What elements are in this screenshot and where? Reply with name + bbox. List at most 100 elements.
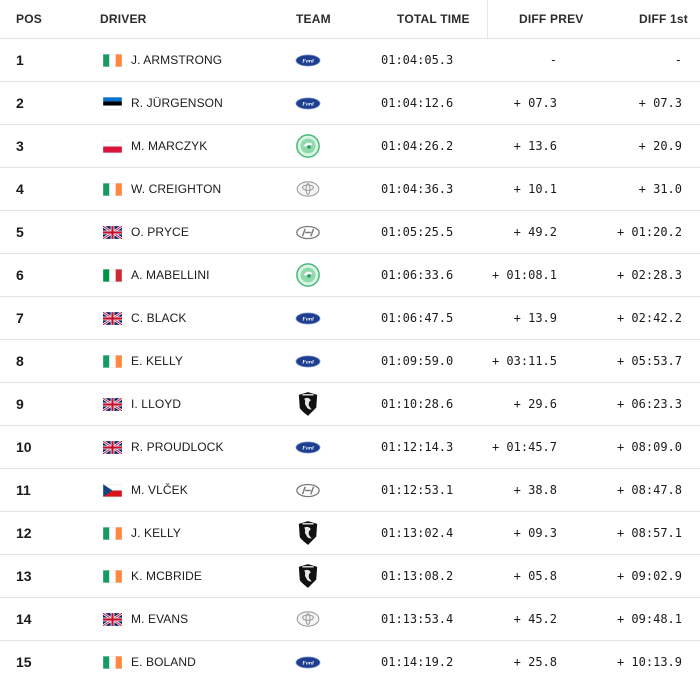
- total-time: 01:14:19.2: [381, 655, 454, 669]
- total-time: 01:09:59.0: [381, 354, 454, 368]
- ford-logo: Ford: [294, 46, 322, 74]
- position: 10: [16, 439, 32, 455]
- table-row[interactable]: 4 W. CREIGHTON 01:04:36.3 + 10.1 + 31.0: [0, 167, 700, 210]
- driver-name[interactable]: M. EVANS: [131, 612, 189, 626]
- diff-first: + 10:13.9: [616, 655, 682, 669]
- driver-name[interactable]: K. MCBRIDE: [131, 569, 203, 583]
- total-time: 01:10:28.6: [381, 397, 454, 411]
- uk-flag: [102, 311, 123, 326]
- diff-first: + 02:28.3: [616, 268, 682, 282]
- ireland-flag: [102, 569, 123, 584]
- diff-prev: + 07.3: [513, 96, 557, 110]
- ireland-flag: [102, 354, 123, 369]
- diff-first: + 05:53.7: [616, 354, 682, 368]
- hyundai-logo: [294, 476, 322, 504]
- ford-logo: Ford: [294, 648, 322, 676]
- ireland-flag: [102, 53, 123, 68]
- header-diff-first: DIFF 1st: [639, 12, 688, 26]
- diff-prev: + 45.2: [513, 612, 557, 626]
- position: 11: [16, 482, 31, 498]
- toyota-logo: [294, 175, 322, 203]
- position: 5: [16, 224, 24, 240]
- table-row[interactable]: 13 K. MCBRIDE 01:13:08.2 + 05.8 + 09:02.9: [0, 554, 700, 597]
- position: 13: [16, 568, 32, 584]
- diff-first: + 31.0: [638, 182, 682, 196]
- diff-prev: + 38.8: [513, 483, 557, 497]
- position: 4: [16, 181, 24, 197]
- diff-first: + 08:09.0: [616, 440, 682, 454]
- table-row[interactable]: 6 A. MABELLINI 01:06:33.6 + 01:08.1 + 02:28.…: [0, 253, 700, 296]
- uk-flag: [102, 225, 123, 240]
- position: 7: [16, 310, 24, 326]
- position: 8: [16, 353, 24, 369]
- table-row[interactable]: 3 M. MARCZYK 01:04:26.2 + 13.6 + 20.9: [0, 124, 700, 167]
- total-time: 01:13:02.4: [381, 526, 454, 540]
- total-time: 01:12:14.3: [381, 440, 454, 454]
- driver-name[interactable]: M. VLČEK: [131, 483, 188, 497]
- driver-name[interactable]: W. CREIGHTON: [131, 182, 222, 196]
- uk-flag: [102, 440, 123, 455]
- table-header: POS DRIVER TEAM TOTAL TIME DIFF PREV DIF…: [0, 0, 700, 38]
- total-time: 01:13:08.2: [381, 569, 454, 583]
- table-row[interactable]: 2 R. JÜRGENSON Ford 01:04:12.6 + 07.3 + 07.3: [0, 81, 700, 124]
- diff-first: + 01:20.2: [616, 225, 682, 239]
- peugeot-logo: [294, 519, 322, 547]
- diff-prev: + 29.6: [513, 397, 557, 411]
- table-row[interactable]: 1 J. ARMSTRONG Ford 01:04:05.3 - -: [0, 38, 700, 81]
- total-time: 01:04:26.2: [381, 139, 454, 153]
- driver-name[interactable]: R. PROUDLOCK: [131, 440, 224, 454]
- driver-name[interactable]: J. ARMSTRONG: [131, 53, 223, 67]
- driver-name[interactable]: M. MARCZYK: [131, 139, 208, 153]
- table-row[interactable]: 9 I. LLOYD 01:10:28.6 + 29.6 + 06:23.3: [0, 382, 700, 425]
- position: 3: [16, 138, 24, 154]
- peugeot-logo: [294, 390, 322, 418]
- peugeot-logo: [294, 562, 322, 590]
- driver-name[interactable]: A. MABELLINI: [131, 268, 210, 282]
- total-time: 01:04:05.3: [381, 53, 454, 67]
- table-row[interactable]: 10 R. PROUDLOCK Ford 01:12:14.3 + 01:45.7 + 0…: [0, 425, 700, 468]
- header-divider: [487, 0, 488, 38]
- total-time: 01:05:25.5: [381, 225, 454, 239]
- table-row[interactable]: 5 O. PRYCE 01:05:25.5 + 49.2 + 01:20.2: [0, 210, 700, 253]
- diff-prev: + 25.8: [513, 655, 557, 669]
- header-pos: POS: [16, 12, 42, 26]
- total-time: 01:04:12.6: [381, 96, 454, 110]
- uk-flag: [102, 612, 123, 627]
- table-row[interactable]: 11 M. VLČEK 01:12:53.1 + 38.8 + 08:47.8: [0, 468, 700, 511]
- ford-logo: Ford: [294, 89, 322, 117]
- position: 6: [16, 267, 24, 283]
- header-driver: DRIVER: [100, 12, 147, 26]
- diff-prev: + 01:45.7: [491, 440, 557, 454]
- driver-name[interactable]: R. JÜRGENSON: [131, 96, 223, 110]
- driver-name[interactable]: I. LLOYD: [131, 397, 182, 411]
- skoda-logo: [294, 261, 322, 289]
- diff-first: -: [674, 53, 682, 67]
- diff-prev: + 01:08.1: [491, 268, 557, 282]
- ford-logo: Ford: [294, 433, 322, 461]
- position: 9: [16, 396, 24, 412]
- diff-prev: + 10.1: [513, 182, 557, 196]
- driver-name[interactable]: C. BLACK: [131, 311, 187, 325]
- svg-text:Ford: Ford: [302, 316, 314, 322]
- svg-text:Ford: Ford: [302, 359, 314, 365]
- table-row[interactable]: 8 E. KELLY Ford 01:09:59.0 + 03:11.5 + 05:53.…: [0, 339, 700, 382]
- diff-first: + 20.9: [638, 139, 682, 153]
- diff-prev: + 13.6: [513, 139, 557, 153]
- table-row[interactable]: 15 E. BOLAND Ford 01:14:19.2 + 25.8 + 10:13.9: [0, 640, 700, 683]
- ford-logo: Ford: [294, 304, 322, 332]
- driver-name[interactable]: O. PRYCE: [131, 225, 189, 239]
- toyota-logo: [294, 605, 322, 633]
- poland-flag: [102, 139, 123, 154]
- header-total-time: TOTAL TIME: [397, 12, 470, 26]
- table-row[interactable]: 12 J. KELLY 01:13:02.4 + 09.3 + 08:57.1: [0, 511, 700, 554]
- table-row[interactable]: 14 M. EVANS 01:13:53.4 + 45.2 + 09:48.1: [0, 597, 700, 640]
- driver-name[interactable]: E. BOLAND: [131, 655, 196, 669]
- table-row[interactable]: 7 C. BLACK Ford 01:06:47.5 + 13.9 + 02:42.2: [0, 296, 700, 339]
- diff-first: + 07.3: [638, 96, 682, 110]
- driver-name[interactable]: E. KELLY: [131, 354, 183, 368]
- diff-prev: + 13.9: [513, 311, 557, 325]
- driver-name[interactable]: J. KELLY: [131, 526, 181, 540]
- total-time: 01:12:53.1: [381, 483, 454, 497]
- svg-text:Ford: Ford: [302, 660, 314, 666]
